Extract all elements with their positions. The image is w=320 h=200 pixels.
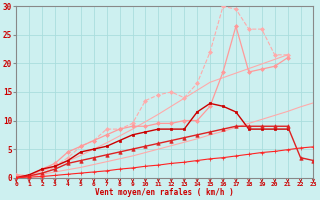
X-axis label: Vent moyen/en rafales ( km/h ): Vent moyen/en rafales ( km/h ) — [95, 188, 234, 197]
